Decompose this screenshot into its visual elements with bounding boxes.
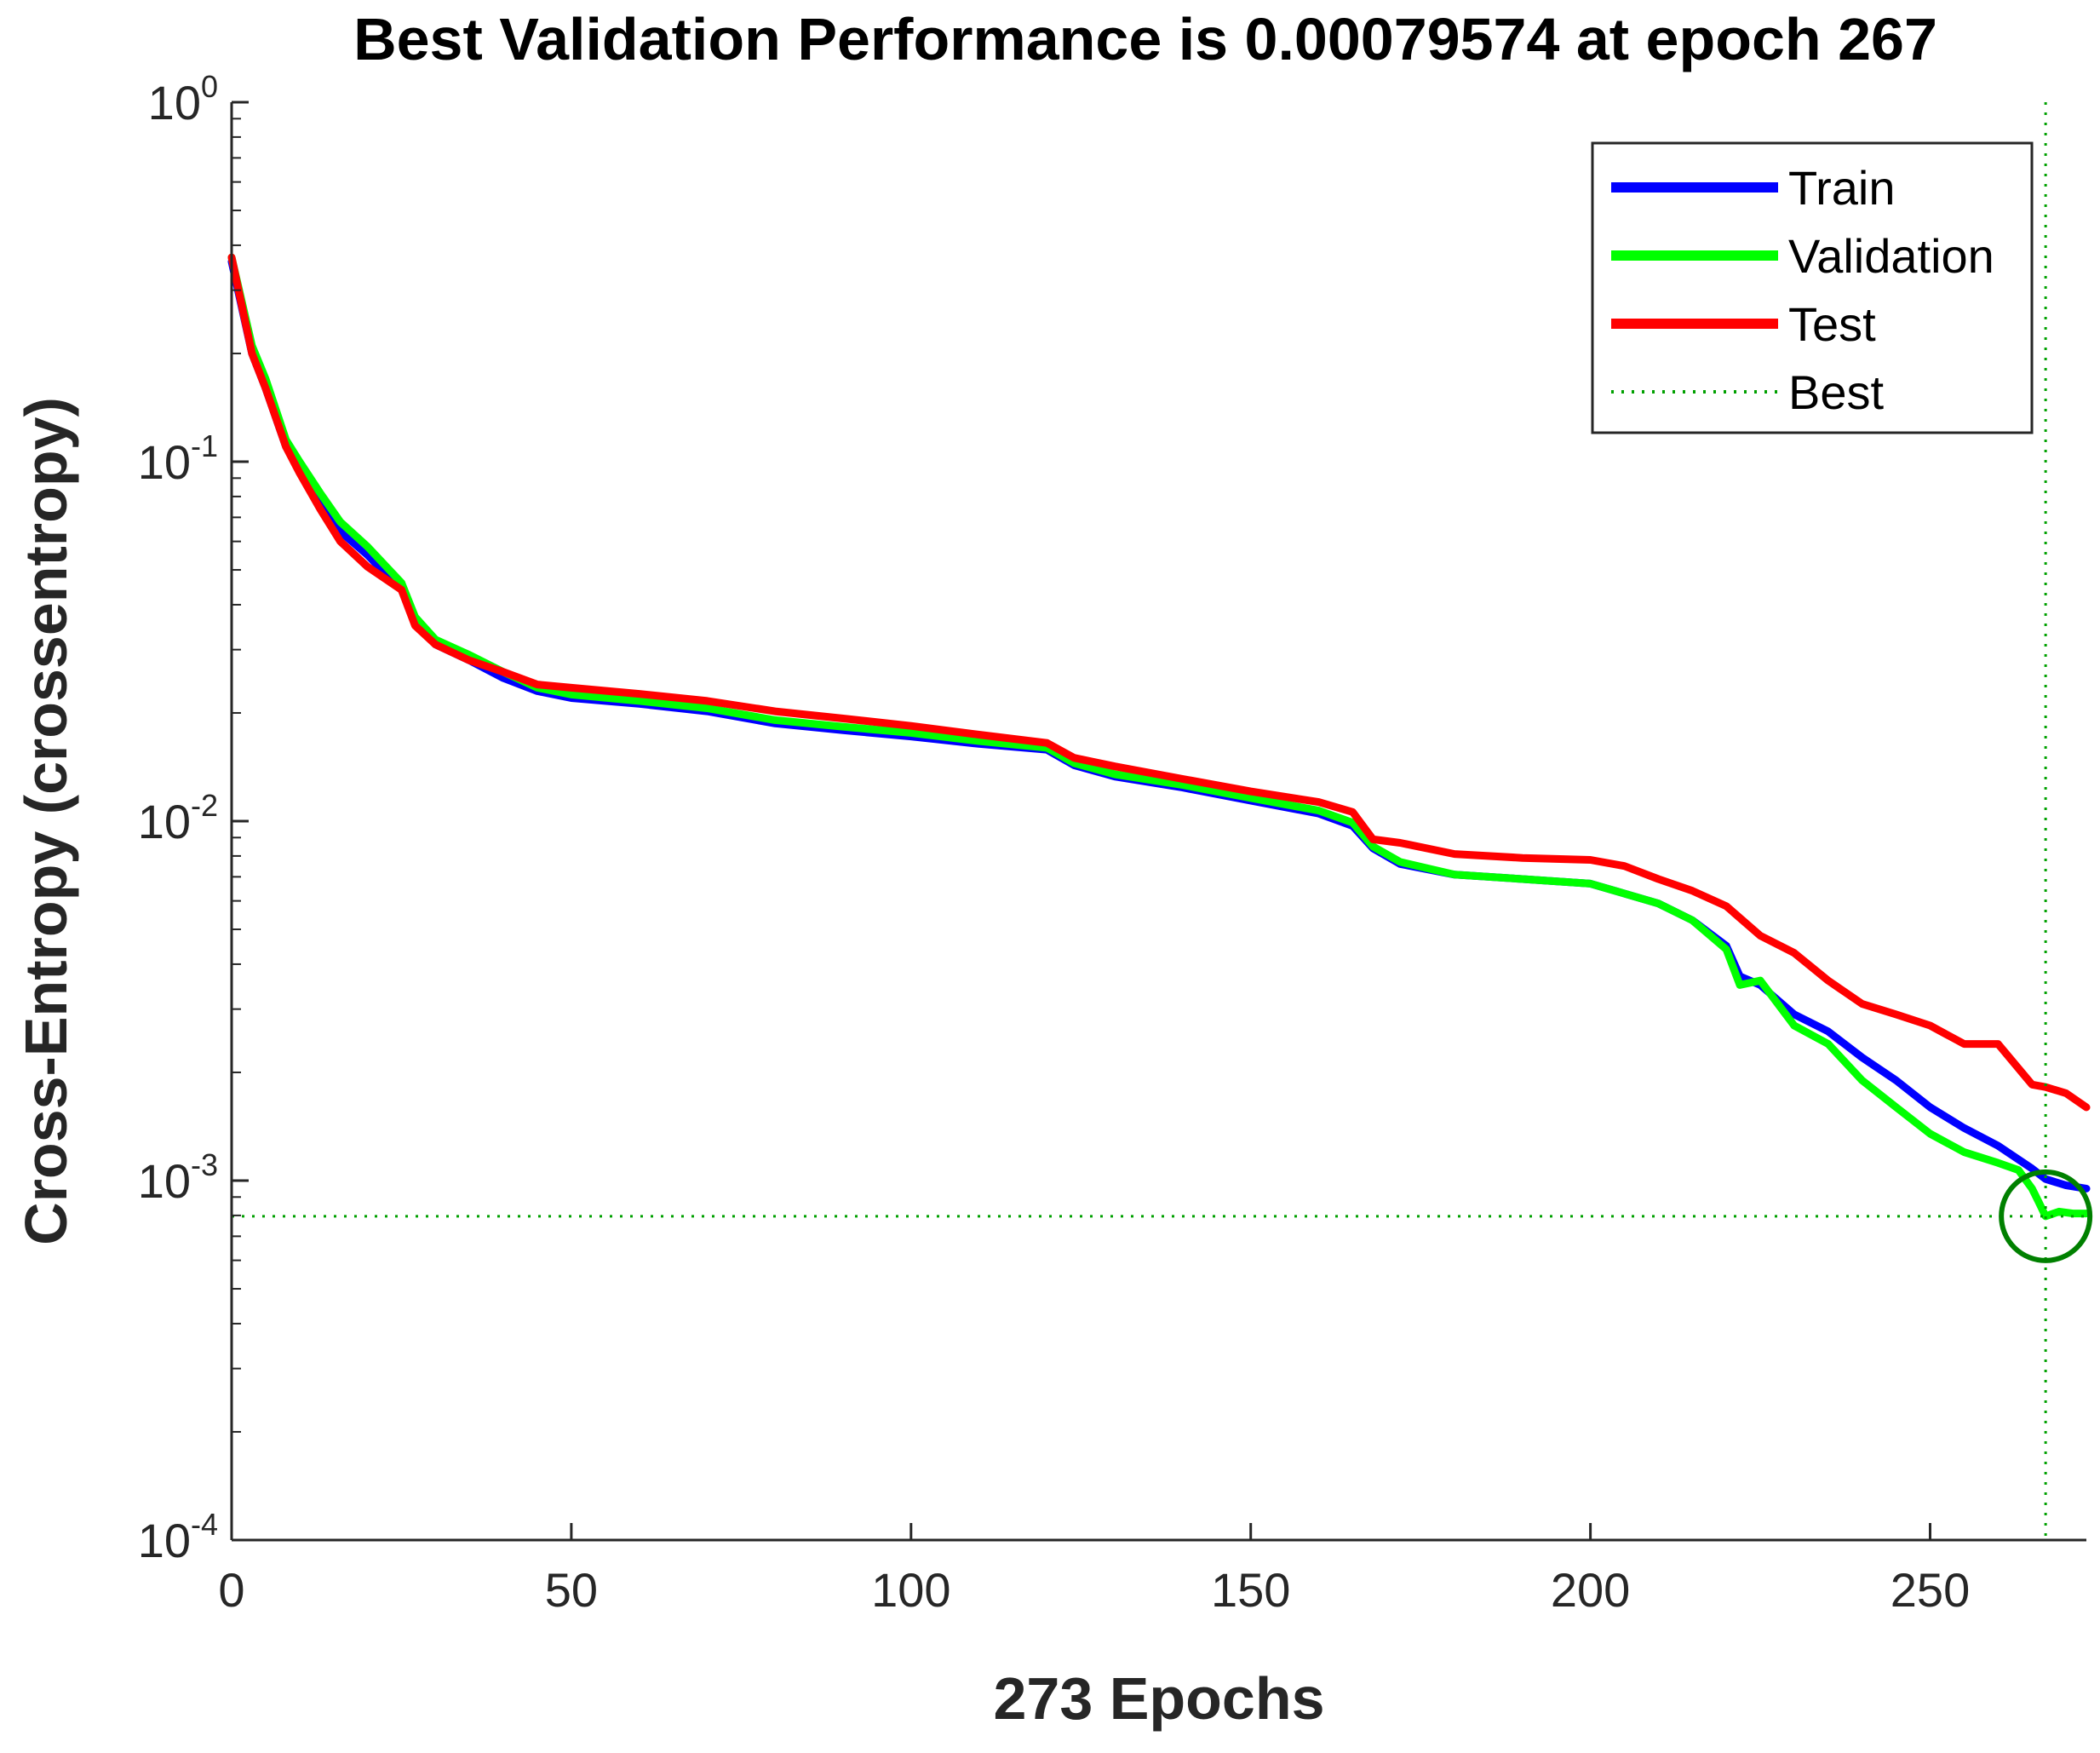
legend: Train Validation Test Best xyxy=(1591,141,2034,434)
chart-title: Best Validation Performance is 0.0007957… xyxy=(353,6,1937,72)
x-tick-label: 50 xyxy=(545,1563,598,1617)
y-tick-label: 10-2 xyxy=(138,788,218,848)
y-tick-label: 10-1 xyxy=(138,428,218,489)
legend-label-test: Test xyxy=(1788,297,1876,351)
tick-marks xyxy=(230,101,1932,1542)
x-tick-label: 100 xyxy=(871,1563,950,1617)
x-tick-label: 150 xyxy=(1211,1563,1290,1617)
legend-label-best: Best xyxy=(1788,365,1884,419)
x-tick-label: 200 xyxy=(1551,1563,1630,1617)
best-marker-layer xyxy=(232,102,2093,1540)
legend-label-train: Train xyxy=(1788,161,1896,215)
y-tick-label: 10-4 xyxy=(138,1507,218,1567)
x-axis-label: 273 Epochs xyxy=(993,1665,1324,1732)
y-tick-label: 100 xyxy=(148,69,218,129)
x-tick-label: 0 xyxy=(218,1563,244,1617)
best-marker-circle xyxy=(1999,1169,2093,1263)
legend-label-validation: Validation xyxy=(1788,229,1994,283)
y-axis-label: Cross-Entropy (crossentropy) xyxy=(13,397,79,1245)
x-tick-label: 250 xyxy=(1891,1563,1970,1617)
y-tick-label: 10-3 xyxy=(138,1147,218,1208)
series-layer xyxy=(227,253,2091,1221)
series-line-test xyxy=(227,253,2091,1112)
